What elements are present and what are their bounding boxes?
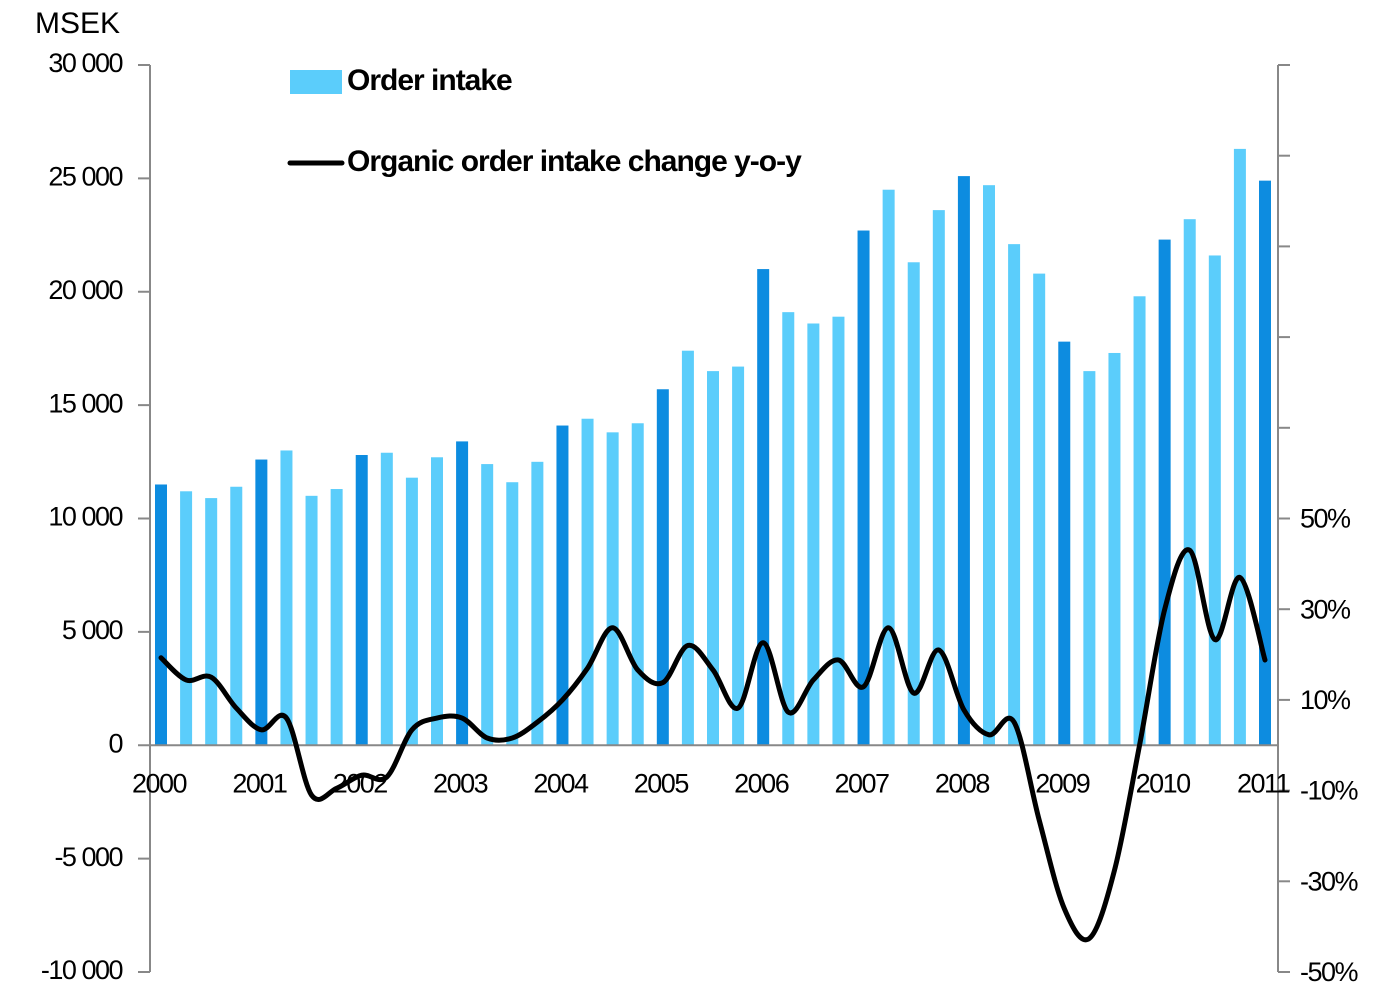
bar — [882, 189, 895, 746]
y-tick-label: -10 000 — [41, 955, 123, 985]
bar — [807, 323, 820, 746]
bar — [1008, 244, 1021, 746]
y2-tick-label: 10% — [1300, 685, 1351, 715]
x-tick-label: 2009 — [1035, 768, 1090, 798]
y2-tick-label: 30% — [1300, 594, 1351, 624]
bar — [180, 491, 193, 746]
bar — [707, 371, 719, 746]
legend-label: Order intake — [347, 64, 512, 97]
y-tick-label: 20 000 — [48, 275, 122, 305]
bar — [1058, 341, 1071, 746]
bar — [355, 455, 368, 746]
x-tick-label: 2004 — [533, 768, 589, 798]
x-tick-label: 2003 — [433, 768, 488, 798]
y2-tick-label: 50% — [1300, 504, 1351, 534]
bar — [1033, 273, 1046, 746]
y2-tick-label: -50% — [1300, 957, 1359, 987]
bar — [581, 418, 594, 746]
bar — [957, 176, 970, 746]
bar — [230, 486, 243, 746]
bar — [757, 269, 770, 746]
bar — [1083, 371, 1096, 746]
bar — [531, 461, 544, 746]
y-tick-label: 15 000 — [48, 388, 122, 418]
x-tick-label: 2008 — [935, 768, 990, 798]
bar — [832, 316, 845, 746]
bar — [1208, 255, 1221, 746]
bar — [456, 441, 469, 746]
legend-swatch — [290, 70, 342, 94]
bar — [155, 484, 167, 746]
bar — [255, 459, 268, 746]
bar — [1183, 219, 1196, 746]
y-unit-label: MSEK — [35, 7, 120, 40]
x-tick-label: 2001 — [232, 768, 287, 798]
bar — [205, 498, 218, 746]
y2-tick-label: -30% — [1300, 866, 1359, 896]
x-tick-label: 2010 — [1136, 768, 1191, 798]
bar — [932, 210, 945, 746]
bar — [405, 477, 418, 746]
y2-tick-label: -10% — [1300, 776, 1359, 806]
bar — [1133, 296, 1146, 746]
bar — [330, 489, 343, 746]
bar — [732, 366, 745, 746]
bar — [983, 185, 995, 746]
bar — [606, 432, 619, 746]
y-tick-label: -5 000 — [54, 842, 122, 872]
y-tick-label: 5 000 — [62, 615, 123, 645]
bar — [1233, 148, 1246, 746]
bar — [857, 230, 870, 746]
x-tick-label: 2002 — [333, 768, 388, 798]
bar — [305, 495, 318, 746]
bar — [907, 262, 920, 746]
bar — [380, 452, 393, 746]
y-tick-label: 0 — [108, 728, 122, 758]
bar — [631, 423, 644, 746]
y-tick-label: 30 000 — [48, 48, 122, 78]
y-tick-label: 25 000 — [48, 162, 122, 192]
line — [158, 547, 1268, 943]
bar — [1259, 180, 1271, 746]
x-tick-label: 2007 — [835, 768, 890, 798]
bar — [481, 464, 494, 746]
bar — [506, 482, 519, 746]
bar — [1108, 352, 1121, 746]
bar — [280, 450, 293, 746]
bar — [782, 312, 795, 746]
x-tick-label: 2000 — [132, 768, 187, 798]
x-tick-label: 2006 — [734, 768, 789, 798]
bar — [556, 425, 569, 746]
y-tick-label: 10 000 — [48, 502, 122, 532]
x-tick-label: 2005 — [634, 768, 689, 798]
legend-label: Organic order intake change y-o-y — [347, 145, 802, 178]
bar — [431, 457, 443, 746]
bar — [681, 350, 694, 746]
bar — [656, 389, 669, 746]
bar — [1158, 239, 1171, 746]
x-tick-label: 2011 — [1237, 768, 1290, 798]
